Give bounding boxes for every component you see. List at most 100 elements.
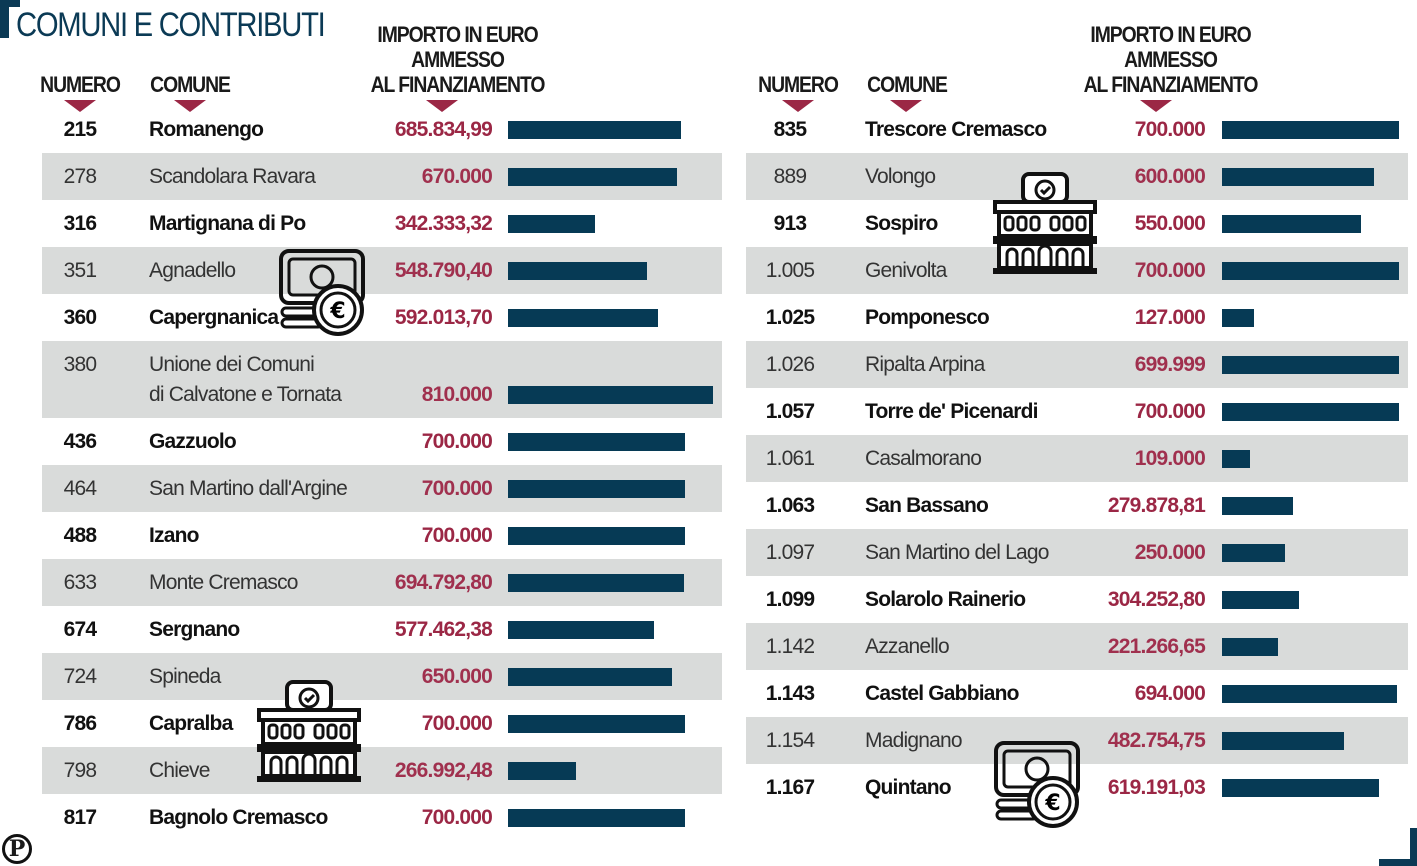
page-title: COMUNI E CONTRIBUTI: [16, 6, 326, 44]
row-importo: 700.000: [1134, 118, 1206, 141]
row-comune: Castel Gabbiano: [865, 682, 1020, 705]
amount-bar: [1222, 685, 1397, 703]
amount-bar: [1222, 262, 1399, 280]
table-row: 360 Capergnanica 592.013,70: [42, 294, 722, 341]
table-row: 835 Trescore Cremasco 700.000: [746, 106, 1408, 153]
header-importo-line3: AL FINANZIAMENTO: [370, 72, 546, 97]
row-number: 1.057: [765, 400, 815, 423]
table-row: 1.097 San Martino del Lago 250.000: [746, 529, 1408, 576]
row-comune: Quintano: [865, 776, 952, 799]
row-importo: 342.333,32: [394, 212, 493, 235]
header-comune-left: COMUNE: [150, 72, 231, 97]
row-comune: Casalmorano: [865, 447, 982, 470]
row-number: 464: [63, 477, 97, 500]
row-number: 1.061: [765, 447, 815, 470]
amount-bar: [1222, 450, 1250, 468]
row-comune-line2: di Calvatone e Tornata: [149, 383, 342, 406]
row-number: 817: [63, 806, 97, 829]
table-row: 633 Monte Cremasco 694.792,80: [42, 559, 722, 606]
amount-bar: [508, 168, 677, 186]
table-row: 1.063 San Bassano 279.878,81: [746, 482, 1408, 529]
row-comune: Romanengo: [149, 118, 264, 141]
amount-bar: [508, 574, 684, 592]
header-importo-line3: AL FINANZIAMENTO: [1083, 72, 1259, 97]
triangle-down-icon: [174, 100, 206, 112]
row-comune: Azzanello: [865, 635, 950, 658]
header-importo-line1: IMPORTO IN EURO: [377, 22, 538, 47]
row-number: 1.143: [765, 682, 815, 705]
row-importo: 600.000: [1134, 165, 1206, 188]
row-importo: 266.992,48: [394, 759, 493, 782]
row-importo: 592.013,70: [394, 306, 493, 329]
triangle-down-icon: [782, 100, 814, 112]
amount-bar: [508, 762, 576, 780]
amount-bar: [1222, 356, 1399, 374]
row-comune: Solarolo Rainerio: [865, 588, 1026, 611]
row-number: 798: [63, 759, 97, 782]
table-row: 1.025 Pomponesco 127.000: [746, 294, 1408, 341]
amount-bar: [1222, 732, 1344, 750]
row-importo: 700.000: [421, 806, 493, 829]
row-number: 436: [63, 430, 97, 453]
row-importo: 700.000: [1134, 259, 1206, 282]
row-importo: 685.834,99: [394, 118, 493, 141]
svg-text:€: €: [329, 299, 345, 324]
triangle-down-icon: [1140, 100, 1172, 112]
row-number: 316: [63, 212, 97, 235]
amount-bar: [1222, 638, 1278, 656]
row-number: 674: [63, 618, 97, 641]
row-importo: 700.000: [421, 524, 493, 547]
header-importo-left: IMPORTO IN EURO AMMESSO AL FINANZIAMENTO: [355, 22, 560, 97]
table-row: 817 Bagnolo Cremasco 700.000: [42, 794, 722, 841]
amount-bar: [508, 215, 595, 233]
row-comune: Spineda: [149, 665, 221, 688]
row-comune: Pomponesco: [865, 306, 990, 329]
amount-bar: [1222, 121, 1399, 139]
amount-bar: [508, 809, 685, 827]
row-comune: Agnadello: [149, 259, 236, 282]
money-euro-icon: €: [994, 741, 1080, 828]
money-euro-icon: €: [279, 249, 365, 336]
table-row: 488 Izano 700.000: [42, 512, 722, 559]
corner-mark-bottom-right-bar: [1379, 859, 1417, 866]
table-row: 1.143 Castel Gabbiano 694.000: [746, 670, 1408, 717]
table-row: 215 Romanengo 685.834,99: [42, 106, 722, 153]
table-row: 798 Chieve 266.992,48: [42, 747, 722, 794]
table-row: 1.099 Solarolo Rainerio 304.252,80: [746, 576, 1408, 623]
amount-bar: [508, 386, 713, 404]
table-row: 1.057 Torre de' Picenardi 700.000: [746, 388, 1408, 435]
table-row: 913 Sospiro 550.000: [746, 200, 1408, 247]
row-number: 1.154: [765, 729, 815, 752]
row-comune: Trescore Cremasco: [865, 118, 1047, 141]
row-number: 889: [773, 165, 807, 188]
amount-bar: [508, 527, 685, 545]
table-row: 724 Spineda 650.000: [42, 653, 722, 700]
row-importo: 577.462,38: [394, 618, 493, 641]
town-hall-icon: [993, 172, 1097, 274]
row-number: 278: [63, 165, 97, 188]
row-comune: Izano: [149, 524, 199, 547]
row-importo: 650.000: [421, 665, 493, 688]
table-row: 464 San Martino dall'Argine 700.000: [42, 465, 722, 512]
row-number: 1.142: [765, 635, 815, 658]
corner-mark-top-left: [0, 0, 9, 38]
header-importo-line2: AMMESSO: [411, 47, 505, 72]
row-importo: 700.000: [1134, 400, 1206, 423]
row-importo: 810.000: [421, 383, 493, 406]
header-comune-right: COMUNE: [867, 72, 948, 97]
table-row: 1.154 Madignano 482.754,75: [746, 717, 1408, 764]
row-comune: Volongo: [865, 165, 936, 188]
row-importo: 279.878,81: [1107, 494, 1206, 517]
table-row: 1.061 Casalmorano 109.000: [746, 435, 1408, 482]
corner-mark-bottom-right: [1410, 828, 1417, 866]
amount-bar: [1222, 403, 1399, 421]
row-importo: 699.999: [1134, 353, 1206, 376]
row-comune: Chieve: [149, 759, 210, 782]
row-importo: 619.191,03: [1107, 776, 1206, 799]
amount-bar: [1222, 544, 1285, 562]
amount-bar: [508, 433, 685, 451]
amount-bar: [508, 715, 685, 733]
row-comune: Sergnano: [149, 618, 240, 641]
row-importo: 700.000: [421, 430, 493, 453]
header-importo-right: IMPORTO IN EURO AMMESSO AL FINANZIAMENTO: [1068, 22, 1273, 97]
